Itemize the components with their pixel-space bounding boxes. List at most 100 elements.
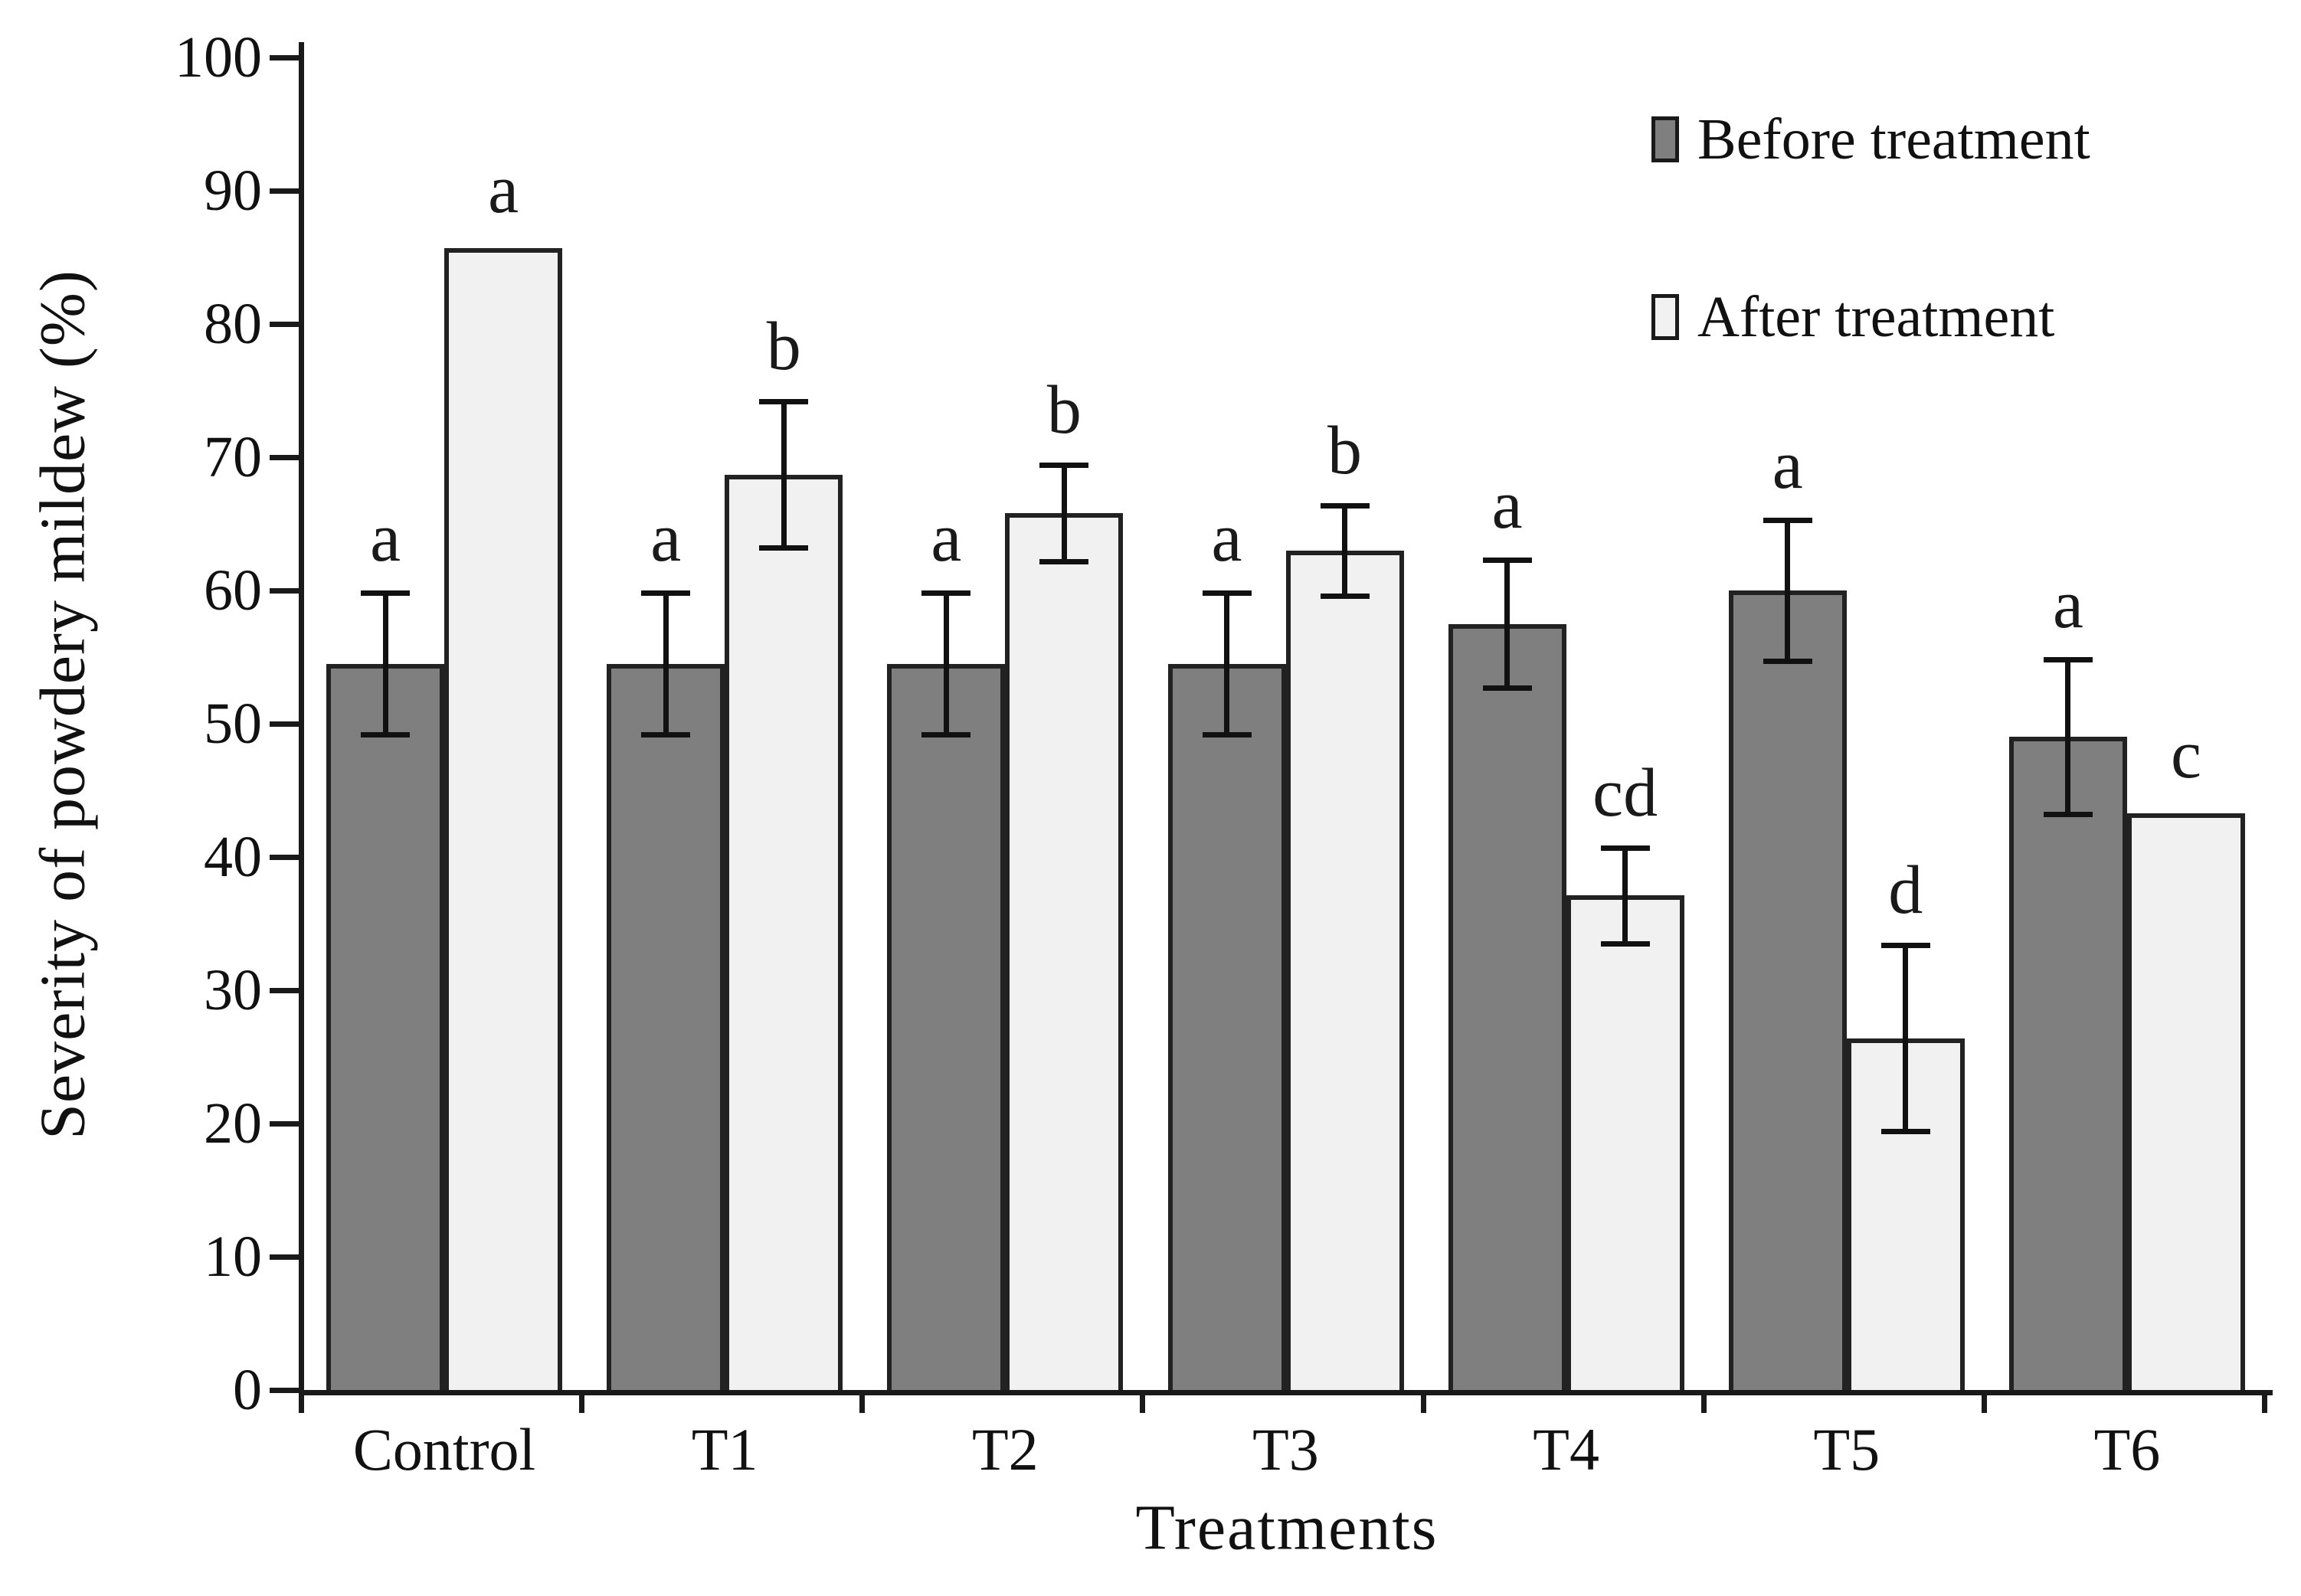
error-cap-top-before-t5 (1763, 517, 1812, 523)
y-tick-label-80: 80 (204, 292, 262, 356)
x-category-label-t3: T3 (1252, 1416, 1319, 1483)
error-cap-bottom-before-t2 (921, 731, 971, 737)
x-tick-5 (1700, 1390, 1707, 1413)
x-tick-7 (2262, 1390, 2267, 1413)
sig-letter-before-control: a (370, 500, 401, 577)
legend: Before treatment After treatment (1651, 107, 2090, 470)
error-cap-bottom-after-t1 (759, 545, 809, 551)
y-tick-label-50: 50 (204, 692, 262, 756)
error-bar-before-t2 (943, 593, 949, 734)
bar-before-t5 (1728, 590, 1847, 1390)
error-cap-bottom-before-t5 (1763, 659, 1812, 665)
bar-before-t6 (2008, 737, 2127, 1390)
y-tick-label-20: 20 (204, 1091, 262, 1156)
y-tick-10 (270, 1254, 299, 1260)
error-cap-top-after-t3 (1320, 502, 1370, 509)
error-cap-top-before-t6 (2043, 657, 2093, 663)
sig-letter-before-t3: a (1211, 500, 1242, 577)
y-tick-label-0: 0 (233, 1358, 262, 1422)
error-cap-bottom-after-t5 (1880, 1129, 1930, 1135)
error-cap-bottom-before-t6 (2043, 812, 2093, 818)
bar-before-t4 (1448, 623, 1566, 1390)
bar-after-t5 (1846, 1038, 1965, 1390)
bar-after-t4 (1566, 895, 1684, 1390)
sig-letter-after-control: a (488, 151, 519, 227)
error-bar-before-t3 (1224, 593, 1229, 734)
legend-swatch-after (1651, 294, 1679, 340)
legend-label-after: After treatment (1697, 285, 2055, 349)
bar-after-t2 (1005, 513, 1124, 1390)
legend-row-after: After treatment (1651, 285, 2090, 349)
y-tick-20 (270, 1121, 299, 1127)
error-cap-bottom-before-t1 (641, 731, 691, 737)
y-tick-label-100: 100 (175, 25, 262, 90)
bar-after-t3 (1285, 550, 1404, 1390)
x-tick-1 (579, 1390, 585, 1413)
error-bar-after-t1 (781, 401, 787, 548)
error-cap-top-after-t5 (1880, 942, 1930, 948)
y-tick-label-40: 40 (204, 825, 262, 889)
error-cap-top-after-t4 (1600, 845, 1650, 851)
error-cap-bottom-after-t4 (1600, 941, 1650, 947)
x-category-label-control: Control (352, 1416, 536, 1483)
x-axis-title: Treatments (1135, 1492, 1439, 1564)
y-tick-70 (270, 455, 299, 460)
x-tick-0 (299, 1390, 304, 1413)
bar-after-t6 (2126, 813, 2245, 1390)
y-tick-40 (270, 855, 299, 860)
x-category-label-t5: T5 (1813, 1416, 1880, 1483)
x-category-label-t6: T6 (2093, 1416, 2161, 1483)
y-tick-label-10: 10 (204, 1225, 262, 1289)
error-cap-bottom-after-t3 (1320, 593, 1370, 599)
error-bar-after-t4 (1622, 847, 1628, 944)
x-tick-4 (1420, 1390, 1426, 1413)
y-tick-60 (270, 588, 299, 594)
error-cap-top-before-control (361, 590, 411, 597)
y-tick-100 (270, 55, 299, 61)
x-tick-2 (859, 1390, 866, 1413)
sig-letter-before-t5: a (1772, 427, 1803, 503)
error-bar-after-t3 (1342, 505, 1347, 596)
error-bar-before-t6 (2065, 659, 2071, 815)
y-tick-label-70: 70 (204, 425, 262, 489)
bar-after-control (444, 247, 563, 1390)
sig-letter-after-t3: b (1327, 412, 1362, 489)
error-cap-top-before-t3 (1202, 590, 1252, 597)
bar-before-t1 (607, 663, 725, 1390)
error-cap-top-before-t4 (1482, 557, 1532, 563)
y-tick-90 (270, 188, 299, 194)
sig-letter-after-t5: d (1888, 852, 1923, 928)
error-bar-after-t2 (1061, 465, 1067, 561)
sig-letter-after-t4: cd (1592, 754, 1658, 831)
y-tick-80 (270, 322, 299, 327)
y-tick-label-30: 30 (204, 958, 262, 1022)
x-category-label-t4: T4 (1533, 1416, 1599, 1483)
error-cap-top-after-t1 (759, 398, 809, 404)
bar-before-t2 (887, 663, 1006, 1390)
error-bar-before-t4 (1504, 559, 1511, 688)
sig-letter-after-t2: b (1046, 372, 1082, 449)
x-tick-6 (1981, 1390, 1987, 1413)
y-tick-0 (270, 1388, 299, 1393)
error-bar-before-control (382, 593, 388, 734)
legend-swatch-before (1651, 116, 1679, 162)
bar-before-control (326, 663, 445, 1390)
error-cap-bottom-before-t3 (1202, 731, 1252, 737)
y-tick-30 (270, 988, 299, 993)
legend-label-before: Before treatment (1697, 107, 2090, 172)
bar-after-t1 (725, 474, 843, 1390)
y-tick-label-60: 60 (204, 558, 262, 623)
error-cap-top-before-t2 (921, 590, 971, 597)
y-tick-50 (270, 721, 299, 727)
sig-letter-before-t1: a (650, 500, 682, 577)
error-cap-bottom-after-t2 (1039, 558, 1089, 564)
sig-letter-after-t1: b (766, 308, 801, 384)
error-cap-top-after-t2 (1039, 463, 1089, 469)
error-cap-top-before-t1 (641, 590, 691, 597)
plot-area (299, 42, 2273, 1395)
sig-letter-before-t4: a (1491, 466, 1523, 543)
x-category-label-t2: T2 (972, 1416, 1039, 1483)
sig-letter-before-t6: a (2052, 567, 2083, 643)
error-cap-bottom-before-control (361, 731, 411, 737)
